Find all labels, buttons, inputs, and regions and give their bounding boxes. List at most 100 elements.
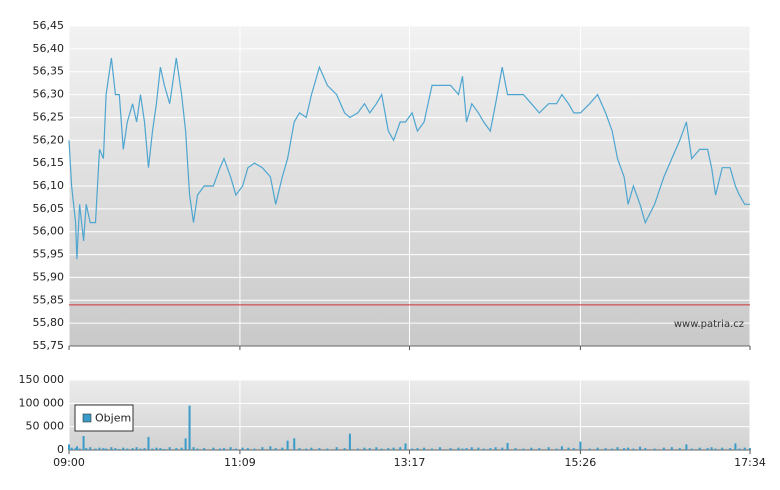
volume-bar	[749, 448, 751, 450]
volume-bar	[506, 443, 509, 450]
y-tick-label: 56,35	[33, 65, 65, 78]
volume-bar	[685, 444, 688, 450]
y-tick-label: 56,30	[33, 88, 65, 101]
volume-bar	[555, 448, 558, 450]
volume-bar	[89, 447, 92, 450]
volume-bar	[163, 449, 166, 450]
y-tick-label: 56,25	[33, 110, 65, 123]
volume-bar	[375, 447, 378, 450]
volume-bar	[131, 448, 134, 450]
volume-bar	[423, 447, 426, 450]
watermark: www.patria.cz	[674, 319, 744, 330]
volume-bar	[501, 447, 504, 450]
volume-bar	[94, 448, 97, 450]
volume-bar	[470, 447, 473, 450]
volume-bar	[380, 448, 383, 450]
volume-bar	[175, 448, 178, 450]
volume-bar	[126, 448, 129, 450]
volume-bar	[219, 448, 222, 450]
volume-bar	[596, 447, 599, 450]
volume-bar	[387, 448, 390, 450]
volume-bar	[514, 448, 517, 450]
volume-bar	[159, 448, 162, 450]
volume-bar	[139, 448, 142, 450]
volume-bar	[343, 448, 346, 450]
volume-bar	[261, 447, 264, 450]
volume-bar	[363, 447, 366, 450]
volume-bar	[74, 448, 77, 450]
volume-bar	[399, 447, 402, 450]
volume-bar	[431, 448, 434, 450]
volume-bar	[579, 441, 582, 450]
volume-bar	[335, 447, 338, 450]
volume-bar	[706, 448, 709, 450]
volume-bar	[110, 447, 113, 450]
volume-bar	[738, 448, 741, 450]
volume-bar	[203, 448, 206, 450]
volume-bar	[623, 448, 626, 450]
volume-bar	[269, 446, 272, 450]
volume-bar	[644, 448, 647, 450]
y-tick-label: 56,00	[33, 225, 65, 238]
volume-bar	[662, 447, 665, 450]
volume-bar	[461, 448, 464, 450]
volume-bar	[184, 438, 187, 450]
volume-bar	[690, 448, 693, 450]
y-tick-label: 56,45	[33, 19, 65, 32]
volume-bar	[710, 447, 713, 450]
y-tick-label: 55,95	[33, 248, 65, 261]
volume-bar	[404, 443, 407, 450]
legend-swatch	[82, 413, 92, 423]
volume-bar	[356, 448, 359, 450]
y-tick-label: 100 000	[19, 396, 65, 409]
y-tick-label: 0	[57, 443, 64, 456]
volume-bar	[310, 447, 313, 450]
volume-bar	[547, 447, 550, 450]
volume-bar	[168, 447, 171, 450]
volume-bar	[567, 447, 570, 450]
volume-bar	[98, 447, 101, 450]
y-tick-label: 50 000	[26, 420, 65, 433]
volume-bar	[721, 447, 724, 450]
volume-bar	[714, 448, 717, 450]
volume-bar	[348, 433, 351, 450]
volume-bar	[538, 448, 541, 450]
volume-bar	[151, 448, 154, 450]
volume-bar	[286, 440, 289, 450]
volume-bar	[147, 436, 150, 450]
volume-bar	[229, 447, 232, 450]
price-line	[68, 57, 750, 260]
volume-bar	[78, 448, 81, 450]
y-tick-label: 55,85	[33, 293, 65, 306]
volume-bar	[611, 448, 614, 450]
volume-bar	[482, 448, 485, 450]
y-tick-label: 55,90	[33, 270, 65, 283]
volume-bar	[588, 448, 591, 450]
volume-bar	[318, 448, 321, 450]
volume-bar	[234, 448, 237, 450]
volume-bar	[75, 446, 78, 450]
volume-bar	[293, 438, 296, 450]
volume-bar	[477, 447, 480, 450]
volume-bar	[326, 448, 329, 450]
y-tick-label: 55,75	[33, 339, 65, 352]
volume-bar	[82, 436, 85, 450]
volume-bar	[530, 447, 533, 450]
volume-bar	[522, 448, 525, 450]
y-tick-label: 56,05	[33, 202, 65, 215]
volume-bar	[604, 448, 607, 450]
volume-bar	[143, 448, 146, 450]
volume-bar	[457, 447, 460, 450]
volume-bar	[729, 448, 732, 450]
volume-bar	[489, 448, 492, 450]
volume-bar	[743, 447, 746, 450]
x-tick-label: 17:34	[734, 456, 766, 469]
volume-bar	[494, 447, 497, 450]
volume-bar	[449, 448, 452, 450]
volume-bar	[298, 448, 301, 450]
x-tick-label: 11:09	[224, 456, 256, 469]
volume-bar	[180, 447, 183, 450]
y-tick-label: 56,40	[33, 42, 65, 55]
volume-bar	[670, 447, 673, 450]
